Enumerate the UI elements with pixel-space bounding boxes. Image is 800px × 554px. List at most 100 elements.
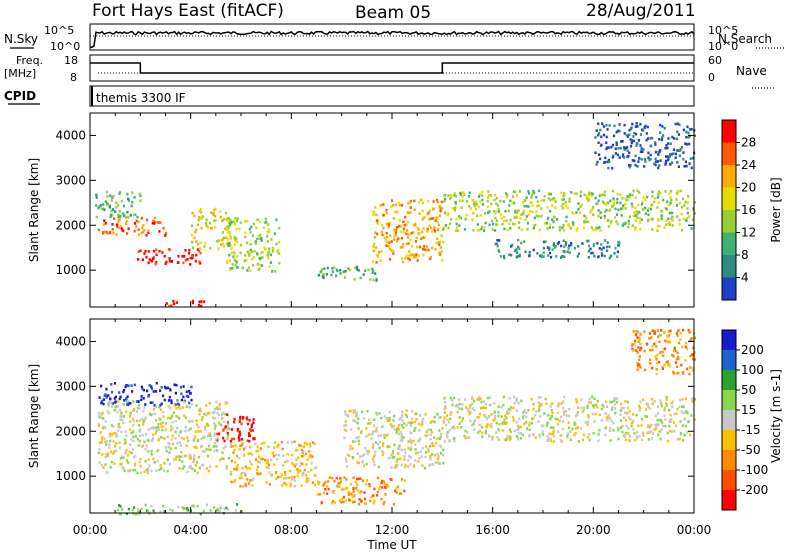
heatmap-cell [681,424,684,427]
heatmap-cell [483,400,486,403]
heatmap-cell [469,411,472,414]
heatmap-cell [679,338,682,341]
heatmap-cell [661,365,664,369]
heatmap-cell [628,165,631,169]
heatmap-cell [397,201,400,205]
heatmap-cell [303,445,306,448]
heatmap-cell [605,416,608,419]
heatmap-cell [110,209,113,213]
heatmap-cell [577,202,580,205]
heatmap-cell [628,195,631,199]
heatmap-cell [437,461,440,464]
heatmap-cell [621,224,624,228]
heatmap-cell [603,216,606,220]
heatmap-cell [627,154,630,158]
heatmap-cell [682,157,685,161]
heatmap-cell [145,255,148,259]
heatmap-cell [675,365,679,369]
heatmap-cell [541,433,544,436]
heatmap-cell [633,211,636,214]
heatmap-cell [533,216,536,220]
heatmap-cell [662,134,665,137]
heatmap-cell [251,484,254,487]
heatmap-cell [252,421,255,424]
heatmap-cell [443,194,446,197]
heatmap-cell [232,444,235,448]
heatmap-cell [524,218,527,221]
heatmap-cell [530,397,533,401]
heatmap-cell [256,218,259,222]
heatmap-cell [586,420,589,424]
heatmap-cell [673,430,676,433]
heatmap-cell [260,457,263,461]
heatmap-cell [401,410,404,413]
heatmap-cell [647,151,650,155]
heatmap-cell [445,414,449,417]
heatmap-cell [224,400,227,404]
heatmap-cell [147,458,150,461]
heatmap-cell [301,462,304,466]
heatmap-cell [387,445,390,448]
heatmap-cell [257,234,261,238]
heatmap-cell [135,512,138,516]
heatmap-cell [429,421,432,424]
heatmap-cell [337,481,340,485]
heatmap-cell [171,442,175,446]
heatmap-cell [686,195,690,198]
heatmap-cell [198,247,202,250]
heatmap-cell [607,166,610,170]
cpid-panel: themis 3300 IF [89,85,695,107]
heatmap-cell [621,430,624,434]
heatmap-cell [662,198,665,202]
heatmap-cell [505,438,508,442]
heatmap-cell [109,465,112,469]
heatmap-cell [415,253,418,256]
heatmap-cell [685,135,688,139]
heatmap-cell [597,439,600,442]
heatmap-cell [454,206,457,210]
heatmap-cell [605,203,608,206]
heatmap-cell [187,439,190,443]
heatmap-cell [180,392,183,396]
heatmap-cell [638,221,641,224]
heatmap-cell [663,127,666,130]
heatmap-cell [647,405,650,409]
heatmap-cell [178,406,181,410]
heatmap-cell [628,435,631,438]
heatmap-cell [660,402,663,405]
heatmap-cell [571,427,574,431]
heatmap-cell [126,399,130,403]
heatmap-cell [686,411,689,415]
heatmap-cell [453,396,456,400]
heatmap-cell [542,251,545,255]
heatmap-cell [439,209,442,213]
heatmap-cell [393,466,396,469]
heatmap-cell [682,412,685,415]
heatmap-cell [102,402,105,406]
heatmap-cell [390,240,393,243]
heatmap-cell [454,201,457,204]
heatmap-cell [421,209,424,213]
heatmap-cell [299,469,302,473]
heatmap-cell [407,440,410,443]
heatmap-cell [650,218,653,221]
heatmap-cell [267,251,270,255]
heatmap-cell [189,427,192,430]
heatmap-cell [597,132,601,135]
heatmap-cell [380,497,383,501]
heatmap-cell [402,260,405,264]
heatmap-cell [484,415,487,419]
heatmap-cell [185,454,188,457]
heatmap-cell [683,433,687,437]
heatmap-cell [478,195,481,198]
heatmap-cell [526,204,529,208]
heatmap-cell [632,419,635,423]
heatmap-cell [481,198,484,202]
heatmap-cell [195,240,198,243]
heatmap-cell [298,464,301,468]
heatmap-cell [383,486,387,489]
heatmap-cell [186,470,189,474]
heatmap-cell [612,198,615,202]
heatmap-cell [689,366,692,369]
